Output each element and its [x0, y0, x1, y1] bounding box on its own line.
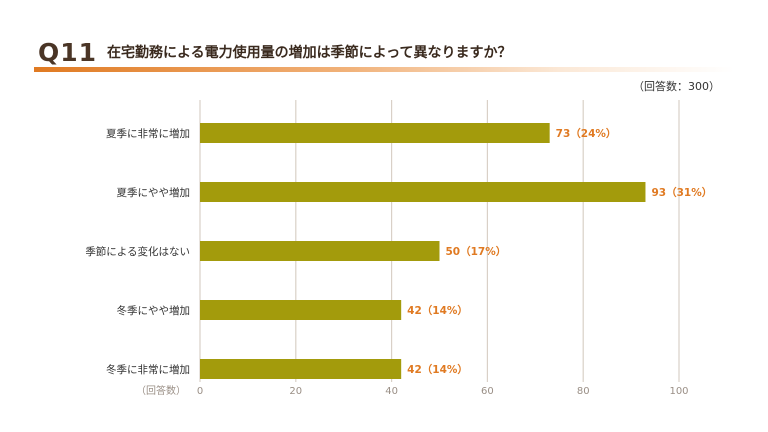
x-axis-title: （回答数） — [136, 384, 186, 397]
bar — [200, 123, 550, 143]
question-title: 在宅勤務による電力使用量の増加は季節によって異なりますか？ — [107, 45, 512, 61]
category-label: 季節による変化はない — [85, 245, 190, 258]
x-tick-label: 0 — [197, 386, 203, 397]
question-number: Q11 — [38, 38, 98, 67]
bar-layer — [200, 123, 646, 379]
data-label: 73（24%） — [556, 127, 617, 140]
x-tick-label: 40 — [385, 386, 398, 397]
category-label: 夏季に非常に増加 — [106, 127, 190, 140]
bar — [200, 359, 402, 379]
respondent-count: （回答数：300） — [633, 80, 720, 93]
title-underline — [34, 67, 734, 72]
bar — [200, 241, 440, 261]
data-label: 50（17%） — [446, 245, 507, 258]
data-label: 42（14%） — [407, 363, 468, 376]
grid-layer — [199, 100, 680, 382]
data-label: 93（31%） — [651, 186, 712, 199]
bar — [200, 182, 646, 202]
category-label: 夏季にやや増加 — [117, 186, 191, 199]
data-label: 42（14%） — [407, 304, 468, 317]
x-tick-label: 80 — [577, 386, 590, 397]
x-tick-label: 20 — [289, 386, 302, 397]
x-tick-label: 60 — [481, 386, 494, 397]
bar — [200, 300, 402, 320]
category-label: 冬季に非常に増加 — [106, 363, 190, 376]
x-tick-label: 100 — [669, 386, 688, 397]
label-layer: 0 20 40 60 80 100 夏季に非常に増加 73（24%） 夏季にやや増加 93（31%… — [85, 127, 712, 397]
category-label: 冬季にやや増加 — [117, 304, 191, 317]
